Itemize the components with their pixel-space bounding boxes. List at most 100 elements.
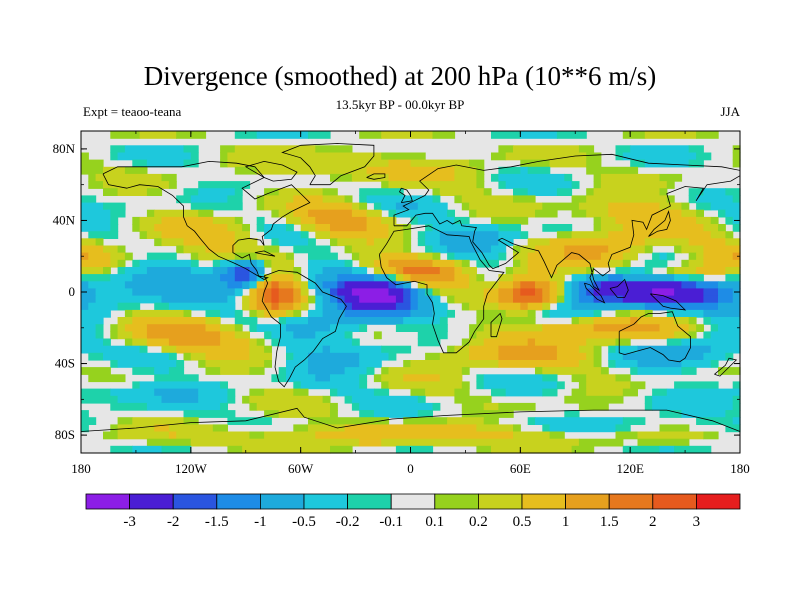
field-cell — [681, 245, 704, 254]
field-cell — [146, 252, 177, 261]
field-cell — [571, 209, 587, 218]
field-cell — [256, 224, 265, 232]
field-cell — [337, 238, 368, 247]
field-cell — [124, 324, 148, 332]
field-cell — [439, 288, 485, 297]
field-cell — [696, 152, 712, 161]
field-cell — [549, 431, 565, 440]
field-cell — [461, 410, 514, 418]
field-cell — [124, 338, 133, 347]
field-cell — [447, 345, 455, 354]
field-cell — [586, 267, 595, 275]
field-cell — [234, 317, 258, 325]
field-cell — [696, 324, 704, 332]
field-cell — [176, 245, 185, 254]
field-cell — [132, 224, 141, 232]
lon-tick-label: 60E — [510, 461, 531, 476]
field-cell — [234, 288, 243, 297]
field-cell — [366, 367, 375, 375]
field-cell — [681, 281, 697, 290]
field-cell — [498, 331, 675, 340]
field-cell — [359, 360, 382, 368]
field-cell — [666, 252, 675, 261]
field-cell — [498, 281, 514, 290]
field-cell — [600, 173, 661, 182]
field-cell — [190, 202, 243, 211]
lon-tick-label: 180 — [71, 461, 91, 476]
field-cell — [132, 445, 163, 454]
field-cell — [410, 309, 434, 318]
field-cell — [322, 309, 346, 318]
field-cell — [483, 188, 492, 196]
field-cell — [366, 216, 382, 225]
field-cell — [718, 324, 741, 332]
field-cell — [476, 317, 536, 325]
field-cell — [293, 352, 309, 361]
field-cell — [403, 317, 441, 325]
field-cell — [293, 381, 302, 390]
field-cell — [535, 367, 543, 375]
field-cell — [110, 216, 119, 225]
colorbar-label: 1.5 — [600, 514, 619, 530]
field-cell — [81, 417, 97, 425]
field-cell — [630, 159, 646, 168]
field-cell — [278, 367, 287, 375]
field-cell — [564, 395, 624, 404]
field-cell — [542, 202, 580, 211]
field-cell — [264, 331, 272, 340]
field-cell — [212, 216, 236, 225]
field-cell — [264, 431, 316, 440]
field-cell — [454, 173, 477, 182]
colorbar-label: -0.2 — [336, 514, 360, 530]
field-cell — [681, 410, 726, 418]
field-cell — [417, 295, 433, 304]
lat-tick-label: 0 — [69, 284, 76, 299]
field-cell — [652, 288, 675, 297]
field-cell — [498, 252, 507, 261]
field-cell — [256, 216, 265, 225]
field-cell — [725, 274, 741, 282]
field-cell — [652, 402, 734, 411]
field-cell — [234, 274, 250, 282]
field-cell — [461, 367, 470, 375]
field-cell — [139, 231, 148, 239]
colorbar-label: 0.1 — [425, 514, 444, 530]
field-cell — [388, 259, 433, 268]
field-cell — [249, 395, 324, 404]
field-cell — [659, 410, 683, 418]
field-cell — [439, 238, 499, 247]
field-cell — [491, 388, 507, 397]
field-cell — [373, 410, 419, 418]
field-cell — [330, 410, 338, 418]
field-cell — [608, 202, 661, 211]
field-cell — [513, 145, 580, 154]
colorbar-swatch — [696, 493, 741, 510]
field-cell — [425, 281, 470, 290]
field-cell — [710, 202, 741, 211]
field-cell — [359, 324, 368, 332]
field-cell — [703, 245, 741, 254]
field-cell — [527, 267, 558, 275]
field-cell — [300, 231, 309, 239]
field-cell — [388, 288, 404, 297]
field-cell — [359, 381, 368, 390]
field-cell — [286, 352, 294, 361]
field-cell — [168, 431, 177, 440]
field-cell — [710, 317, 741, 325]
field-cell — [674, 288, 704, 297]
field-cell — [674, 317, 690, 325]
field-cell — [703, 259, 741, 268]
field-cell — [249, 281, 258, 290]
field-cell — [300, 295, 309, 304]
field-cell — [139, 381, 221, 390]
field-cell — [410, 274, 455, 282]
field-cell — [710, 231, 726, 239]
field-cell — [81, 338, 104, 347]
field-cell — [417, 395, 426, 404]
field-cell — [81, 395, 119, 404]
field-cell — [88, 252, 111, 261]
field-cell — [696, 195, 734, 204]
field-cell — [373, 267, 382, 275]
field-cell — [608, 352, 624, 361]
field-cell — [417, 281, 426, 290]
